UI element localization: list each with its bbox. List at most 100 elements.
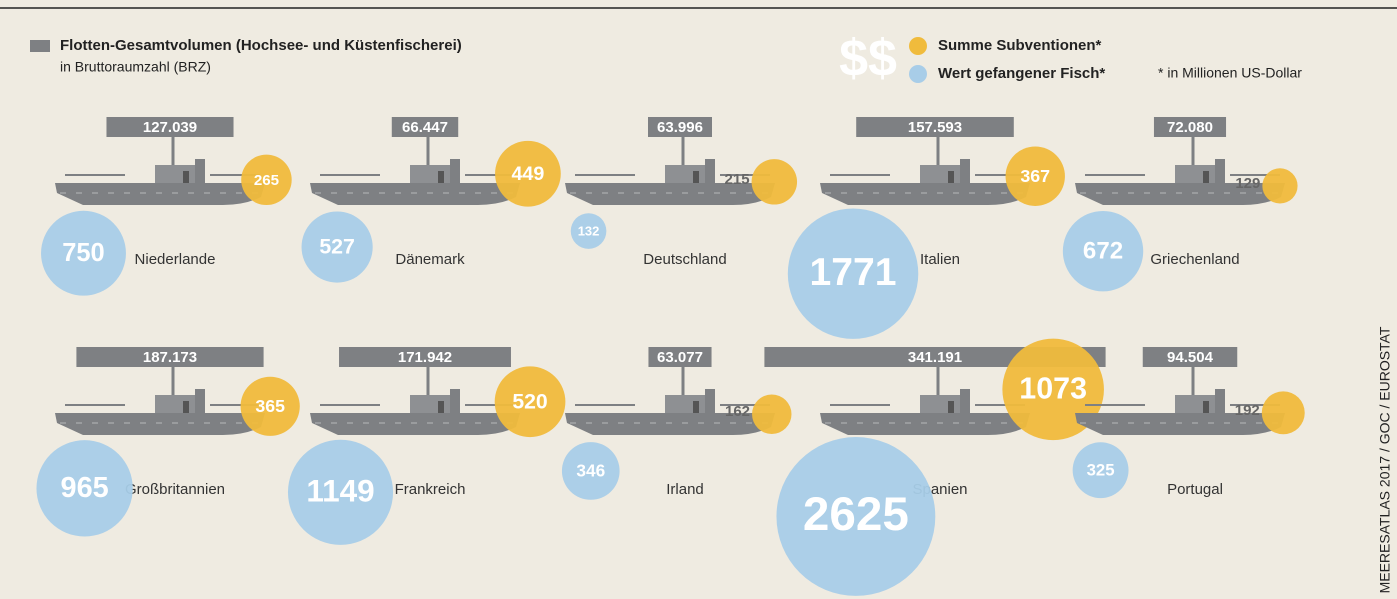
fleet-label: 171.942 [398,349,452,366]
legend-swatch [909,65,927,83]
window [948,171,954,183]
legend-label: Flotten-Gesamtvolumen (Hochsee- und Küst… [60,37,462,54]
subsidy-circle [1262,168,1298,204]
fish-label: 132 [578,223,600,238]
fleet-bar [1153,117,1227,137]
fish-circle [41,210,126,296]
fleet-bar [391,117,459,137]
fish-label: 672 [1083,238,1123,265]
fleet-bar [76,347,264,367]
hull [310,413,520,435]
fleet-label: 127.039 [143,119,197,136]
legend-swatch [30,40,50,52]
fleet-label: 63.996 [657,119,703,136]
fish-label: 527 [319,235,355,259]
funnel [705,159,715,187]
window [438,401,444,413]
fish-label: 325 [1087,461,1115,480]
marks: 127.039 Niederlande 265 750 66.447 Dänemark 44… [36,117,1305,596]
subsidy-label: 365 [255,396,285,416]
legend-label: Wert gefangener Fisch* [938,65,1105,82]
window [183,401,189,413]
source: MEERESATLAS 2017 / GOC / EUROSTAT [1377,326,1393,593]
country-label: Niederlande [135,251,216,268]
country-label: Frankreich [395,481,466,498]
fish-label: 750 [62,239,104,267]
hull [820,183,1030,205]
subsidy-label: 367 [1020,166,1050,186]
fleet-bar [648,347,712,367]
subsidy-label: 1073 [1019,371,1087,405]
legend-swatch [909,37,927,55]
subsidy-circle [1261,391,1305,435]
fish-circle [1062,210,1144,292]
country-label: Italien [920,251,960,268]
funnel [195,159,205,187]
subsidy-label: 162 [725,403,750,420]
fish-label: 965 [61,472,109,504]
unit-note: * in Millionen US-Dollar [1158,65,1302,81]
funnel [1215,159,1225,187]
fleet-bar [106,117,234,137]
legend-sublabel: in Bruttoraumzahl (BRZ) [60,59,211,75]
fleet-bar [856,117,1014,137]
window [948,401,954,413]
fish-label: 1771 [810,251,897,294]
window [693,401,699,413]
subsidy-label: 129 [1235,175,1260,192]
funnel [1215,389,1225,417]
hull [565,413,775,435]
fish-circle [287,439,394,545]
window [693,171,699,183]
subsidy-label: 265 [254,172,279,189]
subsidy-circle [752,394,792,434]
funnel [960,389,970,417]
country-label: Portugal [1167,481,1223,498]
hull [1075,413,1285,435]
fleet-bar [1142,347,1238,367]
window [1203,401,1209,413]
hull [55,413,265,435]
fish-circle [787,208,919,339]
subsidy-circle [494,366,566,438]
fleet-bar [339,347,511,367]
fish-label: 1149 [306,473,374,509]
fish-circle [561,442,620,500]
country-label: Irland [666,481,704,498]
fleet-label: 187.173 [143,349,197,366]
fish-circle [301,211,373,283]
fish-circle [776,437,936,596]
subsidy-label: 449 [511,163,544,185]
fleet-bar [648,117,712,137]
funnel [450,159,460,187]
funnel [960,159,970,187]
window [438,171,444,183]
subsidy-circle [1005,146,1065,206]
funnel [450,389,460,417]
hull [820,413,1030,435]
subsidy-label: 520 [512,390,547,413]
country-label: Griechenland [1150,251,1239,268]
fleet-label: 72.080 [1167,119,1213,136]
subsidy-circle [751,159,798,205]
country-label: Dänemark [395,251,465,268]
hull [565,183,775,205]
fleet-label: 63.077 [657,349,703,366]
window [183,171,189,183]
subsidy-label: 192 [1235,402,1260,419]
fleet-label: 341.191 [908,349,962,366]
subsidy-circle [495,140,561,207]
funnel [705,389,715,417]
funnel [195,389,205,417]
fish-label: 2625 [803,488,909,541]
fleet-label: 157.593 [908,119,962,136]
fish-circle [570,213,607,249]
fish-label: 346 [576,461,605,481]
subsidy-label: 215 [725,171,750,188]
dollar-symbol: $$ [839,30,897,88]
hull [1075,183,1285,205]
fleet-label: 94.504 [1167,349,1214,366]
hull [55,183,265,205]
